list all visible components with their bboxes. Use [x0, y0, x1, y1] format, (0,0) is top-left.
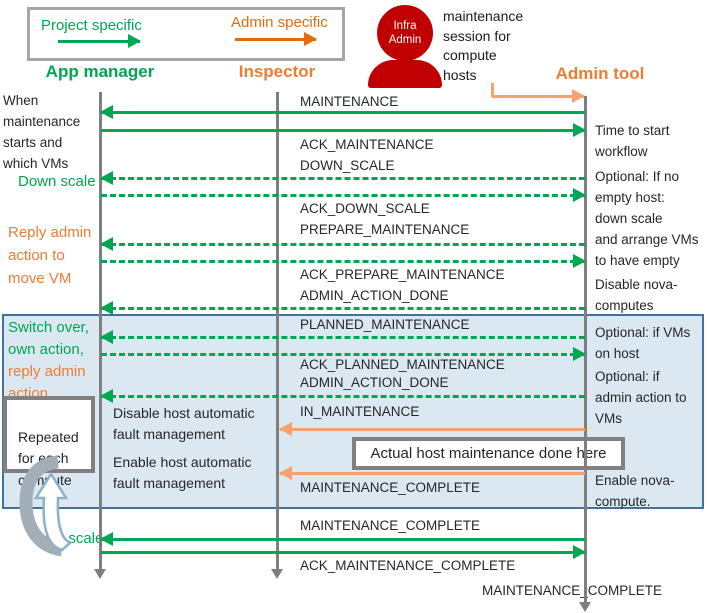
arrowhead — [573, 253, 586, 268]
arrowhead — [573, 122, 586, 137]
infra-admin-caption: maintenance session for compute hosts — [443, 8, 524, 83]
message-label: MAINTENANCE — [300, 94, 399, 109]
arrowhead — [100, 236, 113, 251]
arrowhead — [279, 465, 292, 480]
loop-arrow-icon — [19, 455, 73, 557]
arrowhead — [100, 531, 113, 546]
message-label: ACK_MAINTENANCE — [300, 137, 434, 152]
message-label: PREPARE_MAINTENANCE — [300, 222, 470, 237]
message-label: ACK_PLANNED_MAINTENANCE — [300, 357, 505, 372]
actor-title-app-manager: App manager — [45, 62, 155, 81]
arrowhead — [100, 388, 113, 403]
arrow-shaft — [101, 129, 585, 132]
message-label: ADMIN_ACTION_DONE — [300, 288, 449, 303]
arrowhead — [128, 33, 141, 48]
lifeline-arrow-app-manager — [94, 569, 106, 579]
arrowhead — [573, 346, 586, 361]
arrow-shaft — [101, 353, 585, 356]
message-label: DOWN_SCALE — [300, 158, 395, 173]
segment-0 — [491, 83, 494, 97]
message-label: ACK_DOWN_SCALE — [300, 201, 430, 216]
arrow-shaft — [280, 472, 585, 475]
message-label: ACK_PREPARE_MAINTENANCE — [300, 267, 505, 282]
note-reply-admin-move: Reply admin action to move VM — [8, 224, 92, 287]
legend-admin-label: Admin specific — [231, 14, 328, 31]
legend-box: Project specific Admin specific — [27, 7, 345, 61]
note-enable-host: Enable host automatic fault management — [113, 454, 252, 491]
arrow-shaft — [280, 428, 585, 431]
note-enable-nova: Enable nova- compute. — [595, 473, 675, 509]
arrowhead — [573, 187, 586, 202]
note-when-maintenance: When maintenance starts and which VMs — [3, 93, 81, 171]
note-reply-admin-act: reply admin action — [8, 363, 86, 402]
lifeline-arrow-admin-tool — [579, 602, 591, 612]
arrowhead — [304, 31, 317, 46]
message-label: IN_MAINTENANCE — [300, 404, 420, 419]
note-disable-host: Disable host automatic fault management — [113, 405, 255, 442]
message-label: MAINTENANCE_COMPLETE — [300, 518, 481, 533]
note-down-scale: Down scale — [18, 173, 96, 190]
note-optional-no-empty: Optional: If no empty host: down scale a… — [595, 169, 699, 268]
arrow-shaft — [101, 194, 585, 197]
note-optional-admin: Optional: if admin action to VMs — [595, 369, 687, 426]
note-time-to-start: Time to start workflow — [595, 123, 670, 159]
arrow-shaft — [101, 551, 585, 554]
arrow-shaft — [101, 260, 585, 263]
note-disable-nova: Disable nova- computes — [595, 277, 678, 313]
legend-project-label: Project specific — [41, 17, 142, 34]
actual-maintenance-box: Actual host maintenance done here — [352, 437, 625, 470]
arrowhead — [100, 329, 113, 344]
actor-title-inspector: Inspector — [238, 62, 316, 81]
arrowhead — [100, 170, 113, 185]
message-label: MAINTENANCE_COMPLETE — [300, 480, 481, 495]
actual-maintenance-label: Actual host maintenance done here — [370, 445, 607, 462]
arrow-shaft — [101, 307, 585, 310]
arrow-shaft — [101, 243, 585, 246]
note-optional-vms-host: Optional: if VMs on host — [595, 325, 691, 361]
message-label: ADMIN_ACTION_DONE — [300, 375, 449, 390]
lifeline-inspector — [275, 92, 279, 569]
infra-admin-body-icon — [368, 60, 442, 88]
arrowhead — [572, 88, 585, 103]
arrow-shaft — [101, 111, 585, 114]
infra-admin-icon: Infra Admin — [377, 5, 433, 61]
note-switch-over: Switch over, own action, — [8, 319, 89, 358]
arrow-shaft — [101, 395, 585, 398]
arrowhead — [100, 300, 113, 315]
message-label: ACK_MAINTENANCE_COMPLETE — [300, 558, 516, 573]
arrow-shaft — [58, 40, 140, 43]
arrow-shaft — [101, 177, 585, 180]
arrowhead — [279, 421, 292, 436]
arrow-shaft — [101, 538, 585, 541]
arrowhead — [100, 104, 113, 119]
arrowhead — [573, 544, 586, 559]
arrow-shaft — [492, 95, 584, 98]
arrow-shaft — [235, 38, 316, 41]
arrow-shaft — [101, 336, 585, 339]
lifeline-arrow-inspector — [271, 569, 283, 579]
message-label: MAINTENANCE_COMPLETE — [482, 583, 663, 598]
repeated-section-background — [2, 314, 704, 509]
actor-title-admin-tool: Admin tool — [555, 64, 645, 83]
message-label: PLANNED_MAINTENANCE — [300, 317, 470, 332]
